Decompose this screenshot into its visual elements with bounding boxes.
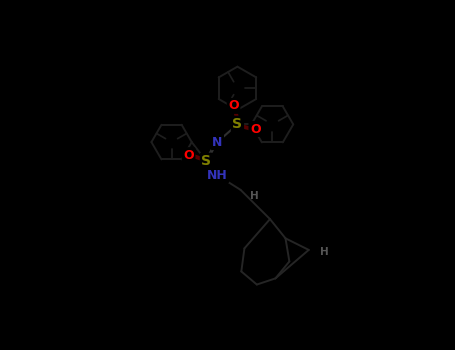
Text: S: S xyxy=(202,154,212,168)
Text: O: O xyxy=(250,122,261,135)
Text: H: H xyxy=(250,191,259,201)
Text: N: N xyxy=(212,135,222,149)
Text: O: O xyxy=(183,149,194,162)
Text: S: S xyxy=(233,117,243,131)
Text: O: O xyxy=(228,99,239,112)
Text: NH: NH xyxy=(207,169,228,182)
Text: H: H xyxy=(320,247,329,257)
